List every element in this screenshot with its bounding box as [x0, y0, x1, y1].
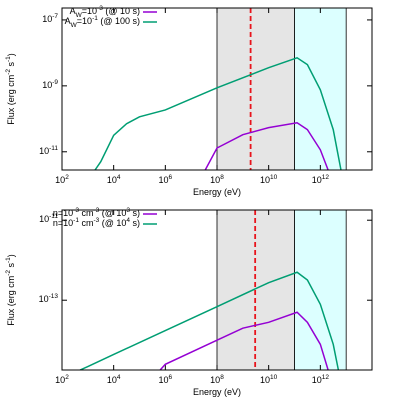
flux-curve [204, 121, 329, 170]
legend-label: AW=10-3 (@ 10 s) [70, 5, 140, 19]
y-tick-label: 10-13 [39, 293, 59, 304]
flux-curve [94, 56, 342, 170]
y-tick-label: 10-7 [42, 13, 58, 24]
panel: 102 104 106 108 1010 1012 10-7 10-9 10-11 AW=10-3… [5, 5, 373, 197]
panel: 102 104 106 108 1010 1012 10-11 10-13 n=10-3 cm-… [5, 207, 373, 397]
legend-label: n=10-1 cm-3 (@ 104 s) [53, 217, 140, 228]
x-tick-label: 106 [159, 374, 173, 385]
x-tick-label: 1010 [260, 174, 278, 185]
plot-frame [61, 7, 373, 171]
y-axis-label: Flux (erg cm-2 s-1) [5, 254, 16, 326]
x-tick-label: 104 [107, 374, 121, 385]
y-tick-label: 10-11 [39, 213, 58, 224]
curves [79, 271, 340, 370]
y-axis-label: Flux (erg cm-2 s-1) [5, 53, 16, 125]
x-tick-label: 1012 [312, 174, 330, 185]
x-tick-label: 106 [159, 174, 173, 185]
flux-curve [159, 311, 329, 370]
x-tick-label: 1012 [312, 374, 330, 385]
shaded-region [216, 7, 295, 171]
legend-label: n=10-3 cm-3 (@ 103 s) [53, 207, 140, 218]
x-tick-label: 104 [107, 174, 121, 185]
x-tick-label: 102 [55, 374, 69, 385]
curves [94, 56, 342, 170]
x-tick-label: 108 [210, 374, 224, 385]
x-tick-label: 108 [210, 174, 224, 185]
plot-frame [61, 209, 373, 371]
y-tick-label: 10-9 [42, 79, 58, 90]
x-tick-label: 1010 [260, 374, 278, 385]
legend-label: AW=10-1 (@ 100 s) [65, 15, 140, 29]
y-tick-label: 10-11 [39, 145, 58, 156]
x-axis-label: Energy (eV) [193, 387, 241, 397]
flux-curve [79, 271, 340, 370]
x-axis-label: Energy (eV) [193, 187, 241, 197]
x-tick-label: 102 [55, 174, 69, 185]
